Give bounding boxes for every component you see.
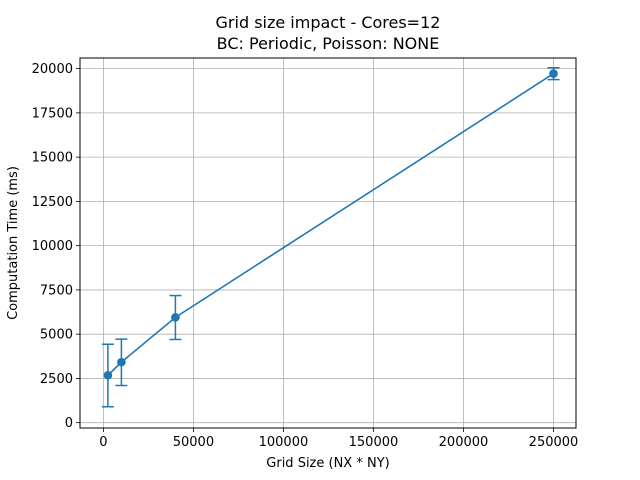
x-tick-label: 200000 (439, 435, 489, 450)
x-tick-label: 0 (99, 435, 107, 450)
plot-background (80, 58, 576, 428)
data-point (171, 313, 180, 322)
plot-frame (79, 57, 577, 429)
x-tick-label: 100000 (259, 435, 309, 450)
y-tick-label: 10000 (32, 239, 73, 254)
x-tick-label: 250000 (529, 435, 579, 450)
axis-ticks: 0 50000 100000 150000 200000 250000 0 2500 5000 7… (32, 62, 579, 450)
y-tick-label: 5000 (40, 328, 73, 343)
data-point (117, 357, 126, 367)
series-line (107, 72, 554, 376)
y-tick-label: 0 (65, 416, 73, 431)
y-axis-label: Computation Time (ms) (6, 166, 21, 320)
y-tick-label: 15000 (32, 151, 73, 166)
y-tick-label: 17500 (32, 106, 73, 121)
data-series (101, 66, 560, 408)
data-point (103, 370, 113, 380)
chart-subtitle: BC: Periodic, Poisson: NONE (217, 34, 440, 53)
x-tick-label: 50000 (173, 435, 214, 450)
chart-title: Grid size impact - Cores=12 (216, 13, 441, 32)
y-tick-label: 2500 (40, 372, 73, 387)
y-tick-label: 7500 (40, 283, 73, 298)
x-tick-label: 150000 (349, 435, 399, 450)
y-tick-label: 12500 (32, 195, 73, 210)
data-point (549, 69, 558, 78)
y-tick-label: 20000 (32, 62, 73, 77)
x-axis-label: Grid Size (NX * NY) (266, 456, 389, 471)
